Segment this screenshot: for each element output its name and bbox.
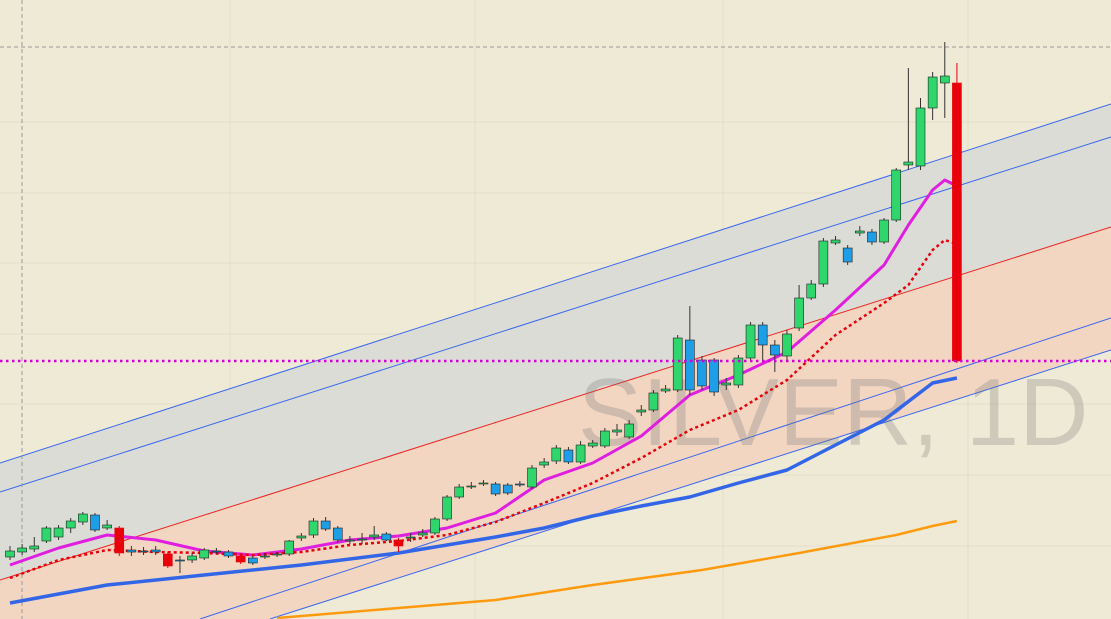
candle-body bbox=[199, 549, 210, 559]
candle-body bbox=[636, 409, 647, 413]
candle-body bbox=[770, 344, 780, 356]
candle-body bbox=[296, 535, 307, 539]
candle-body bbox=[612, 429, 622, 433]
candle-body bbox=[660, 388, 671, 392]
candle-body bbox=[29, 545, 40, 550]
candle-body bbox=[272, 553, 282, 556]
candle-body bbox=[332, 527, 343, 541]
candle-body bbox=[587, 442, 598, 447]
candle-body bbox=[842, 247, 853, 263]
candle-body bbox=[41, 527, 52, 542]
candle-body bbox=[527, 467, 537, 488]
candle-body bbox=[648, 392, 659, 411]
candle-body bbox=[466, 485, 477, 488]
channel-lower bbox=[0, 227, 1111, 619]
candle-body bbox=[284, 540, 295, 555]
moving-average bbox=[276, 519, 958, 619]
candle-body bbox=[430, 518, 440, 534]
moving-average bbox=[9, 376, 958, 605]
channel-upper bbox=[0, 104, 1111, 580]
candle-body bbox=[939, 75, 950, 84]
candle-body bbox=[405, 536, 416, 539]
candle-body bbox=[709, 359, 719, 393]
candle-body bbox=[248, 557, 258, 564]
candle-body bbox=[685, 339, 695, 391]
candle-body bbox=[794, 297, 804, 329]
candle-body bbox=[672, 337, 683, 391]
candle-body bbox=[502, 484, 513, 494]
candle-body bbox=[442, 496, 452, 520]
candle-body bbox=[515, 483, 525, 486]
candle-body bbox=[830, 239, 841, 244]
candle-body bbox=[818, 240, 829, 285]
moving-average bbox=[9, 238, 958, 580]
candle-body bbox=[235, 555, 246, 563]
candle-body bbox=[175, 559, 185, 562]
candle-body bbox=[733, 357, 744, 386]
candle-body bbox=[952, 82, 962, 362]
candle-body bbox=[17, 547, 27, 553]
candle-body bbox=[345, 539, 355, 542]
candle-body bbox=[102, 524, 112, 529]
candle-body bbox=[551, 447, 562, 462]
candle-body bbox=[138, 550, 149, 553]
candle-body bbox=[563, 449, 574, 463]
candle-body bbox=[223, 551, 234, 557]
candle-body bbox=[782, 333, 792, 357]
candle-body bbox=[126, 549, 137, 553]
candle-body bbox=[757, 324, 768, 346]
candle-body bbox=[65, 520, 76, 529]
candle-body bbox=[915, 107, 926, 167]
candle-body bbox=[53, 527, 64, 538]
candle-body bbox=[150, 549, 161, 553]
candle-body bbox=[260, 555, 270, 558]
candle-body bbox=[600, 430, 610, 447]
candle-body bbox=[393, 539, 404, 547]
candle-body bbox=[806, 283, 817, 299]
candle-body bbox=[903, 161, 914, 166]
candle-body bbox=[381, 533, 392, 541]
candle-body bbox=[867, 231, 877, 243]
candle-body bbox=[357, 538, 367, 541]
candle-body bbox=[187, 555, 197, 561]
candle-body bbox=[417, 532, 428, 536]
candle-body bbox=[478, 482, 489, 485]
trend-lines bbox=[0, 103, 1111, 619]
candle-body bbox=[624, 423, 634, 438]
candle-body bbox=[320, 520, 331, 530]
candle-body bbox=[308, 520, 319, 536]
candle-body bbox=[854, 230, 865, 234]
candle-body bbox=[369, 534, 380, 538]
candle-body bbox=[879, 219, 889, 243]
candle-body bbox=[927, 76, 938, 109]
moving-average bbox=[9, 178, 958, 567]
candle-body bbox=[721, 382, 732, 386]
candle-body bbox=[211, 550, 222, 553]
candle-body bbox=[114, 527, 125, 554]
candle-body bbox=[163, 553, 173, 567]
candle-body bbox=[454, 486, 464, 498]
candle-body bbox=[891, 169, 902, 221]
candle-body bbox=[697, 359, 707, 387]
candle-body bbox=[78, 513, 88, 523]
candle-body bbox=[745, 324, 756, 359]
watermark: SILVER, 1D bbox=[578, 359, 1088, 466]
candle-body bbox=[90, 514, 100, 531]
candle-body bbox=[490, 483, 501, 495]
candle-body bbox=[575, 444, 586, 463]
candle-body bbox=[539, 461, 549, 466]
candle-body bbox=[5, 550, 15, 558]
